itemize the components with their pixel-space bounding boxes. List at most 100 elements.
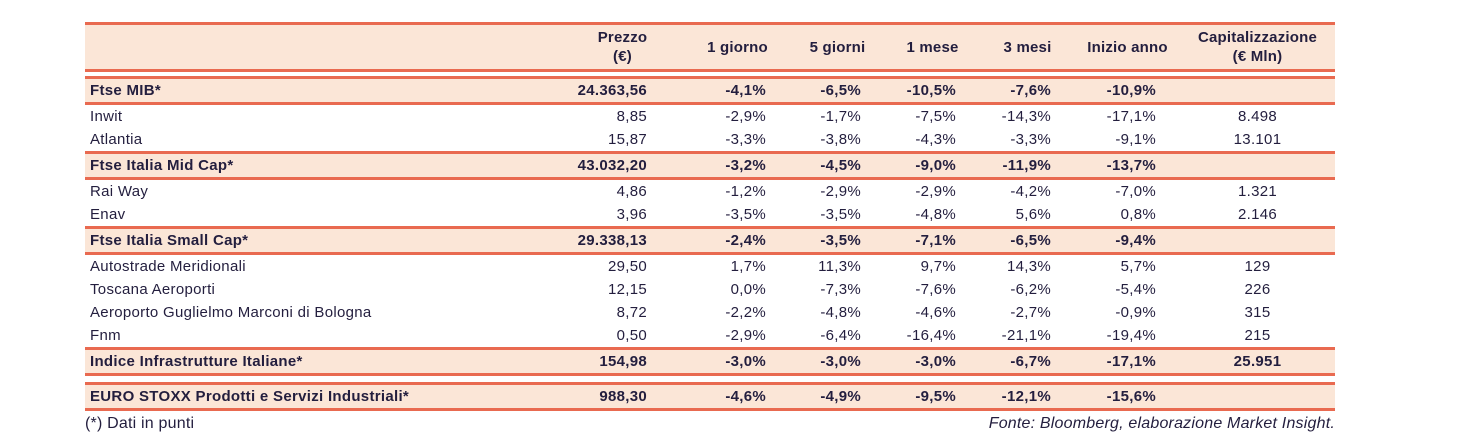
column-header-capitalizzazione: Capitalizzazione (€ Mln)	[1197, 29, 1318, 65]
column-header-1-mese: 1 mese	[906, 38, 959, 56]
cell-5-giorni: -4,5%	[820, 157, 861, 174]
cell-inizio-anno: -13,7%	[1106, 157, 1156, 174]
cell-5-giorni: -3,8%	[820, 131, 861, 148]
row-label: Enav	[90, 206, 126, 223]
cell-3-mesi: -21,1%	[1001, 327, 1051, 344]
cell-capitalizzazione: 215	[1244, 327, 1271, 344]
cell-1-mese: -9,5%	[915, 388, 956, 405]
table-row: EURO STOXX Prodotti e Servizi Industrial…	[85, 382, 1335, 411]
cell-prezzo: 24.363,56	[577, 82, 647, 99]
table-row: Ftse Italia Mid Cap* 43.032,20 -3,2% -4,5% -…	[85, 151, 1335, 180]
cell-1-giorno: 0,0%	[730, 281, 766, 298]
cell-1-giorno: -3,5%	[725, 206, 766, 223]
row-label: Autostrade Meridionali	[90, 258, 246, 275]
table-row: Autostrade Meridionali 29,50 1,7% 11,3% 9,7%…	[85, 255, 1335, 278]
cell-3-mesi: -6,2%	[1010, 281, 1051, 298]
cell-5-giorni: -3,5%	[820, 206, 861, 223]
cell-inizio-anno: -9,4%	[1115, 232, 1156, 249]
cell-1-mese: -7,1%	[915, 232, 956, 249]
cell-5-giorni: -1,7%	[820, 108, 861, 125]
cell-3-mesi: 5,6%	[1015, 206, 1051, 223]
table-row: Enav 3,96 -3,5% -3,5% -4,8% 5,6% 0,8% 2.146	[85, 203, 1335, 226]
cell-5-giorni: -3,0%	[820, 353, 861, 370]
cell-1-mese: -9,0%	[915, 157, 956, 174]
cell-1-giorno: -2,2%	[725, 304, 766, 321]
cell-prezzo: 43.032,20	[577, 157, 647, 174]
row-label: Ftse Italia Mid Cap*	[90, 157, 234, 174]
cell-prezzo: 3,96	[616, 206, 647, 223]
cell-inizio-anno: -10,9%	[1106, 82, 1156, 99]
cell-capitalizzazione: 13.101	[1233, 131, 1282, 148]
cell-1-giorno: -2,9%	[725, 327, 766, 344]
cell-prezzo: 12,15	[607, 281, 647, 298]
cell-3-mesi: -3,3%	[1010, 131, 1051, 148]
column-header-inizio-anno: Inizio anno	[1087, 38, 1168, 56]
cell-prezzo: 15,87	[607, 131, 647, 148]
cell-5-giorni: -4,8%	[820, 304, 861, 321]
cell-5-giorni: -6,5%	[820, 82, 861, 99]
row-label: Ftse Italia Small Cap*	[90, 232, 249, 249]
cell-5-giorni: -2,9%	[820, 183, 861, 200]
row-label: EURO STOXX Prodotti e Servizi Industrial…	[90, 388, 410, 405]
cell-inizio-anno: 5,7%	[1120, 258, 1156, 275]
row-label: Rai Way	[90, 183, 149, 200]
cell-capitalizzazione: 315	[1244, 304, 1271, 321]
cell-inizio-anno: -0,9%	[1115, 304, 1156, 321]
cell-inizio-anno: -9,1%	[1115, 131, 1156, 148]
table-row: Inwit 8,85 -2,9% -1,7% -7,5% -14,3% -17,1% 8.49…	[85, 105, 1335, 128]
cell-capitalizzazione: 8.498	[1237, 108, 1278, 125]
cell-inizio-anno: -19,4%	[1106, 327, 1156, 344]
row-label: Indice Infrastrutture Italiane*	[90, 353, 303, 370]
cell-3-mesi: -7,6%	[1010, 82, 1051, 99]
cell-inizio-anno: -15,6%	[1106, 388, 1156, 405]
cell-5-giorni: -6,4%	[820, 327, 861, 344]
cell-prezzo: 29.338,13	[577, 232, 647, 249]
cell-prezzo: 154,98	[599, 353, 647, 370]
cell-1-mese: -4,8%	[915, 206, 956, 223]
cell-1-giorno: -3,0%	[725, 353, 766, 370]
column-header-3-mesi: 3 mesi	[1003, 38, 1052, 56]
cell-1-mese: -16,4%	[906, 327, 956, 344]
row-label: Atlantia	[90, 131, 143, 148]
cell-3-mesi: -11,9%	[1002, 157, 1051, 174]
cell-inizio-anno: -5,4%	[1115, 281, 1156, 298]
cell-1-mese: -4,3%	[915, 131, 956, 148]
cell-inizio-anno: -17,1%	[1106, 108, 1156, 125]
cell-prezzo: 4,86	[616, 183, 647, 200]
cell-1-mese: -10,5%	[906, 82, 956, 99]
row-label: Aeroporto Guglielmo Marconi di Bologna	[90, 304, 372, 321]
cell-inizio-anno: 0,8%	[1120, 206, 1156, 223]
cell-capitalizzazione: 2.146	[1237, 206, 1278, 223]
cell-capitalizzazione: 1.321	[1237, 183, 1278, 200]
cell-1-mese: 9,7%	[920, 258, 956, 275]
table-row: Toscana Aeroporti 12,15 0,0% -7,3% -7,6% -6,2…	[85, 278, 1335, 301]
cell-1-giorno: 1,7%	[730, 258, 766, 275]
cell-prezzo: 8,85	[616, 108, 647, 125]
cell-5-giorni: -3,5%	[820, 232, 861, 249]
cell-capitalizzazione: 25.951	[1233, 353, 1282, 370]
cell-5-giorni: 11,3%	[818, 258, 861, 275]
cell-3-mesi: 14,3%	[1006, 258, 1051, 275]
cell-1-mese: -2,9%	[915, 183, 956, 200]
table-footer: (*) Dati in punti Fonte: Bloomberg, elab…	[85, 415, 1335, 433]
cell-3-mesi: -14,3%	[1001, 108, 1051, 125]
cell-prezzo: 29,50	[607, 258, 647, 275]
table-row: Aeroporto Guglielmo Marconi di Bologna 8,…	[85, 301, 1335, 324]
cell-1-giorno: -2,9%	[725, 108, 766, 125]
cell-capitalizzazione: 129	[1244, 258, 1271, 275]
header-double-line-gap	[85, 72, 1335, 76]
cell-prezzo: 8,72	[616, 304, 647, 321]
table-header-row: Prezzo (€) 1 giorno 5 giorni 1 mese 3 me…	[85, 22, 1335, 72]
cell-3-mesi: -12,1%	[1001, 388, 1051, 405]
table-body: Ftse MIB* 24.363,56 -4,1% -6,5% -10,5% -7,6% -…	[85, 76, 1335, 411]
row-label: Toscana Aeroporti	[90, 281, 216, 298]
cell-prezzo: 0,50	[616, 327, 647, 344]
table-row: Indice Infrastrutture Italiane* 154,98 -3,…	[85, 347, 1335, 376]
cell-inizio-anno: -7,0%	[1115, 183, 1156, 200]
cell-5-giorni: -7,3%	[820, 281, 861, 298]
table-row: Fnm 0,50 -2,9% -6,4% -16,4% -21,1% -19,4% 215	[85, 324, 1335, 347]
cell-1-giorno: -3,2%	[725, 157, 766, 174]
section-double-line-gap	[85, 376, 1335, 382]
column-header-prezzo: Prezzo (€)	[597, 29, 648, 65]
row-label: Fnm	[90, 327, 121, 344]
